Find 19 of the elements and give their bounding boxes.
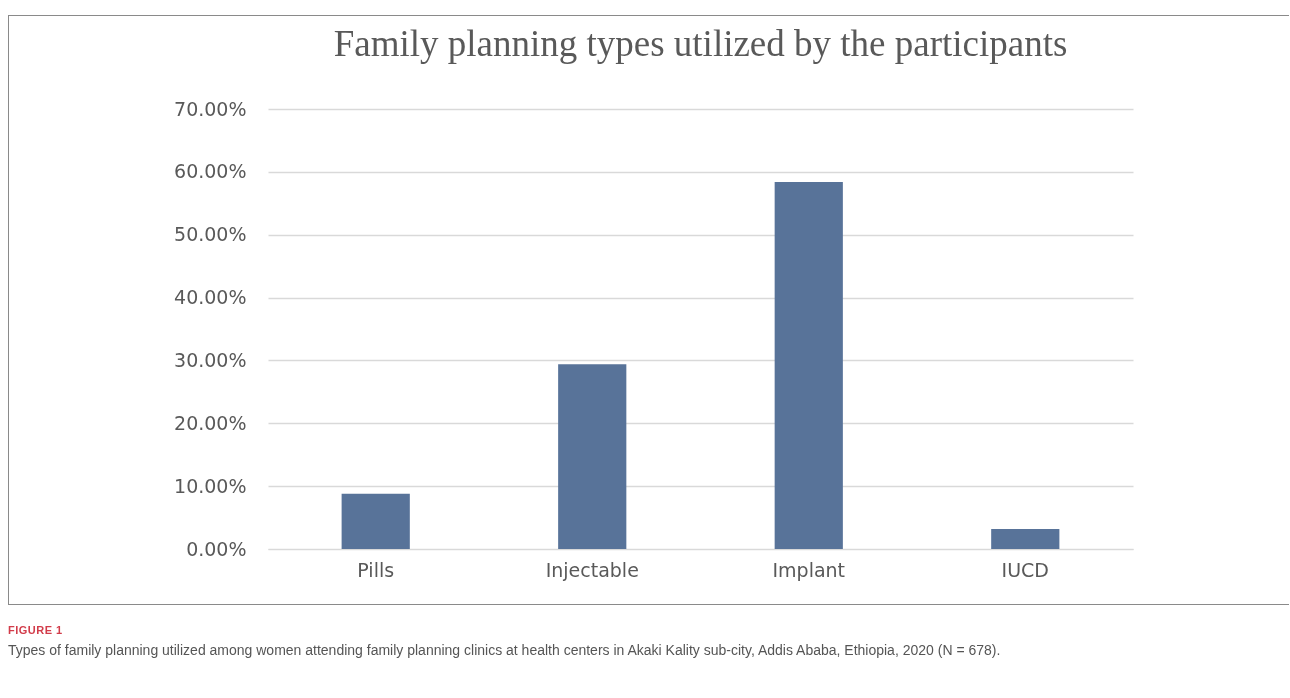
- y-tick-label: 0.00%: [186, 537, 247, 560]
- x-tick-label: Pills: [357, 558, 395, 581]
- y-tick-label: 70.00%: [174, 97, 247, 120]
- x-tick-label: IUCD: [1001, 558, 1049, 581]
- y-tick-label: 60.00%: [174, 160, 247, 183]
- y-tick-label: 20.00%: [174, 411, 247, 434]
- x-tick-label: Injectable: [545, 558, 639, 581]
- bar: [558, 364, 627, 549]
- bar: [341, 493, 410, 549]
- y-tick-label: 50.00%: [174, 223, 247, 246]
- y-tick-label: 10.00%: [174, 474, 247, 497]
- chart-title: Family planning types utilized by the participants: [333, 23, 1068, 64]
- bar: [991, 528, 1060, 549]
- x-tick-label: Implant: [772, 558, 846, 581]
- y-tick-label: 40.00%: [174, 286, 247, 309]
- y-tick-label: 30.00%: [174, 348, 247, 371]
- text: Types of family planning utilized among women attending family planning clinics at health centers in Akaki Kality sub-city, Addis Ababa, Ethiopia, 2020 (N = 678).: [8, 641, 1002, 660]
- bar: [774, 181, 843, 549]
- caption: FIGURE 1: [8, 623, 64, 638]
